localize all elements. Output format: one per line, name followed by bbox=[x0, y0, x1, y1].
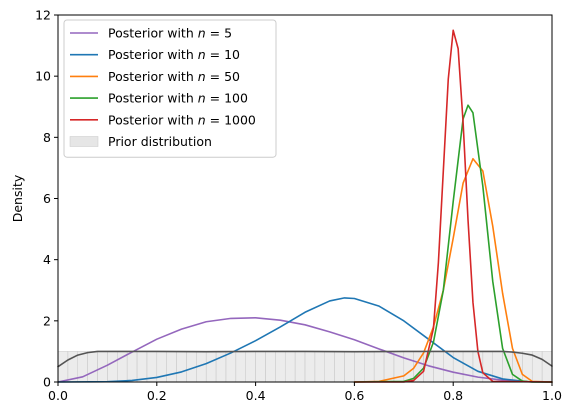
y-axis-label: Density bbox=[10, 174, 25, 222]
legend-swatch bbox=[69, 136, 99, 147]
legend-label: Posterior with n = 100 bbox=[108, 91, 248, 106]
prior-bar bbox=[136, 351, 148, 383]
legend-box bbox=[63, 19, 277, 158]
x-tick-label: 0.8 bbox=[443, 388, 463, 403]
prior-bar bbox=[205, 351, 217, 383]
prior-bar bbox=[334, 351, 345, 383]
y-tick-label: 12 bbox=[35, 8, 51, 23]
prior-bar bbox=[304, 351, 316, 383]
prior-bar bbox=[166, 351, 177, 383]
legend-label: Posterior with n = 1000 bbox=[108, 112, 256, 127]
prior-bar bbox=[57, 351, 69, 383]
prior-bar bbox=[403, 351, 414, 383]
prior-bar bbox=[294, 351, 306, 383]
prior-bar bbox=[364, 351, 375, 383]
legend-label: Posterior with n = 10 bbox=[108, 47, 240, 62]
prior-bar bbox=[265, 351, 276, 383]
axis-ticks: 0.0 0.2 0.4 0.6 0.8 1.0 0 2 4 6 8 10 12 bbox=[35, 8, 562, 404]
series-line-5 bbox=[57, 350, 553, 368]
prior-bar bbox=[354, 351, 365, 383]
y-tick-label: 10 bbox=[35, 69, 51, 84]
series-line-3 bbox=[353, 104, 553, 383]
prior-bar bbox=[284, 351, 296, 383]
y-tick-label: 6 bbox=[43, 191, 51, 206]
prior-bar bbox=[324, 351, 335, 383]
legend: Posterior with n = 5 Posterior with n = 1… bbox=[63, 19, 277, 158]
legend-label: Posterior with n = 50 bbox=[108, 69, 240, 84]
series-line-1 bbox=[57, 297, 553, 383]
prior-bar bbox=[87, 351, 98, 383]
prior-bar bbox=[344, 351, 355, 383]
x-tick-label: 0.4 bbox=[246, 388, 266, 403]
prior-bar bbox=[107, 351, 118, 383]
prior-bar bbox=[245, 351, 256, 383]
prior-bar bbox=[275, 351, 286, 383]
series-line-2 bbox=[353, 157, 553, 383]
prior-bar bbox=[225, 351, 237, 383]
y-tick-label: 4 bbox=[43, 252, 51, 267]
prior-bar bbox=[541, 351, 553, 383]
x-tick-label: 0.0 bbox=[48, 388, 68, 403]
prior-bar bbox=[314, 351, 326, 383]
prior-bar bbox=[502, 351, 513, 383]
x-tick-label: 0.2 bbox=[147, 388, 167, 403]
legend-label: Posterior with n = 5 bbox=[108, 26, 232, 41]
y-tick-label: 2 bbox=[43, 313, 51, 328]
y-tick-label: 8 bbox=[43, 130, 51, 145]
series-line-4 bbox=[353, 29, 553, 383]
series-lines bbox=[57, 29, 553, 383]
prior-bar bbox=[383, 351, 395, 383]
x-tick-label: 1.0 bbox=[542, 388, 562, 403]
prior-bar bbox=[235, 351, 246, 383]
x-tick-label: 0.6 bbox=[344, 388, 364, 403]
prior-bar bbox=[176, 351, 187, 383]
prior-bar bbox=[126, 351, 138, 383]
series-line-0 bbox=[57, 316, 553, 383]
prior-bar bbox=[373, 351, 385, 383]
legend-label: Prior distribution bbox=[108, 134, 212, 149]
prior-bar bbox=[452, 351, 464, 383]
prior-bar bbox=[462, 351, 474, 383]
y-tick-label: 0 bbox=[43, 375, 51, 390]
prior-bar bbox=[255, 351, 266, 383]
